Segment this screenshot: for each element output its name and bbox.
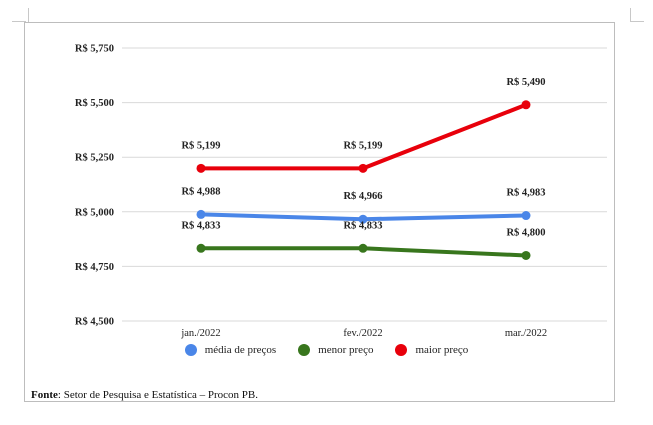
series-lines	[200, 102, 527, 258]
source-text: : Setor de Pesquisa e Estatística – Proc…	[57, 389, 259, 401]
data-label: R$ 4,800	[506, 227, 545, 238]
data-point	[196, 209, 206, 219]
source-label: Fonte	[31, 389, 58, 401]
legend-item: média de preços	[184, 344, 277, 356]
y-tick-label: R$ 4,500	[75, 317, 114, 328]
y-axis-ticks: R$ 4,500 R$ 4,750 R$ 5,000 R$ 5,250 R$ 5,500…	[75, 44, 114, 328]
legend-swatch-icon	[184, 344, 197, 356]
data-point	[196, 243, 206, 253]
crop-mark-top-right-h	[630, 21, 644, 22]
legend-item: maior preço	[395, 344, 468, 356]
legend-swatch-icon	[395, 344, 408, 356]
legend-label: menor preço	[318, 344, 374, 356]
legend: média de preços menor preço maior preço	[0, 344, 653, 356]
x-tick-label: mar./2022	[505, 328, 547, 339]
series-points	[196, 100, 531, 260]
data-label: R$ 5,199	[181, 140, 220, 151]
crop-mark-top-left-v	[28, 8, 29, 22]
data-point	[358, 163, 368, 173]
data-point	[521, 100, 531, 110]
legend-label: maior preço	[415, 344, 469, 356]
x-tick-label: jan./2022	[180, 328, 220, 339]
series-line	[201, 102, 527, 171]
y-tick-label: R$ 4,750	[75, 262, 114, 273]
data-point	[521, 250, 531, 260]
gridlines	[122, 47, 607, 322]
data-label: R$ 4,833	[343, 220, 382, 231]
legend-item: menor preço	[298, 344, 373, 356]
data-point	[358, 243, 368, 253]
data-label: R$ 5,490	[506, 77, 545, 88]
y-tick-label: R$ 5,750	[75, 44, 114, 55]
source-note: Fonte: Setor de Pesquisa e Estatística –…	[31, 389, 258, 401]
y-tick-label: R$ 5,000	[75, 207, 114, 218]
legend-swatch-icon	[298, 344, 311, 356]
legend-label: média de preços	[204, 344, 277, 356]
y-tick-label: R$ 5,500	[75, 98, 114, 109]
data-label: R$ 4,988	[181, 186, 220, 197]
y-tick-label: R$ 5,250	[75, 153, 114, 164]
data-labels: R$ 4,988 R$ 4,966 R$ 4,983 R$ 4,833 R$ 4,833…	[181, 77, 545, 239]
data-point	[196, 163, 206, 173]
figure-frame	[24, 22, 615, 402]
data-label: R$ 4,983	[506, 188, 545, 199]
crop-mark-top-right-v	[630, 8, 631, 22]
x-axis-ticks: jan./2022 fev./2022 mar./2022	[180, 328, 547, 339]
data-label: R$ 5,199	[343, 140, 382, 151]
data-point	[521, 211, 531, 221]
x-tick-label: fev./2022	[343, 328, 382, 339]
data-label: R$ 4,966	[343, 191, 382, 202]
data-label: R$ 4,833	[181, 220, 220, 231]
crop-mark-top-left-h	[12, 21, 26, 22]
data-point	[358, 214, 368, 224]
